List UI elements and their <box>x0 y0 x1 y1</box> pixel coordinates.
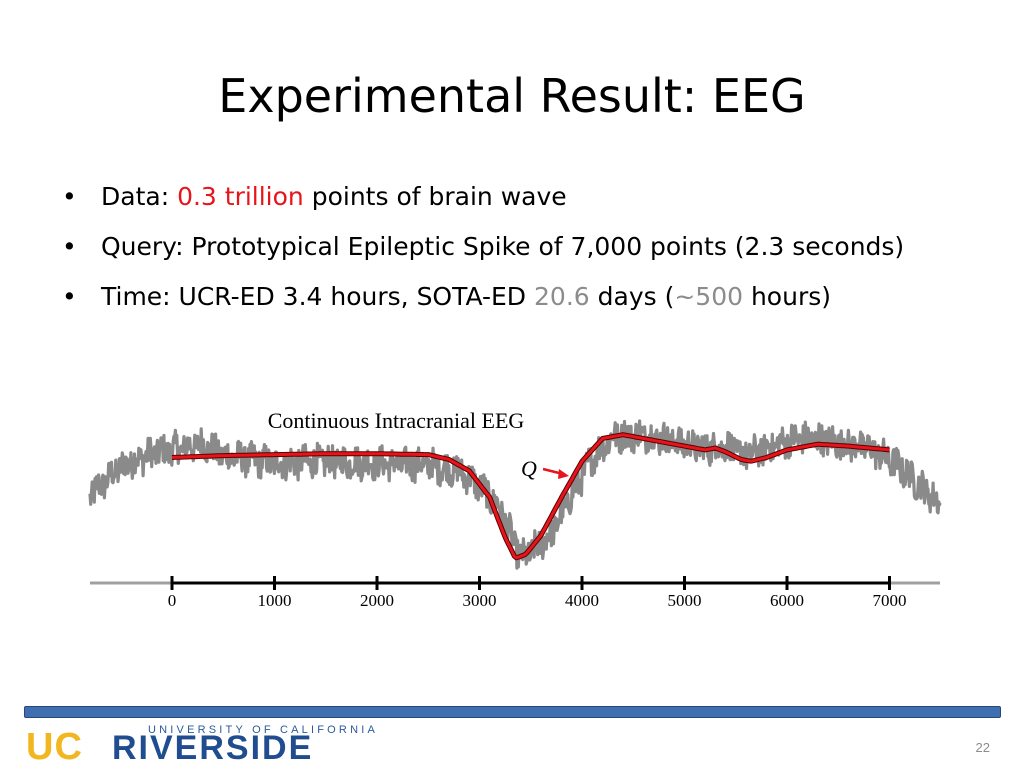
bullet-marker: • <box>62 182 77 211</box>
query-arrow <box>542 467 569 479</box>
query-line <box>171 433 890 560</box>
bullet-time-days: days ( <box>589 282 675 311</box>
bullet-marker: • <box>62 232 77 261</box>
query-label: Q <box>521 456 537 481</box>
bullet-data: • Data: 0.3 trillion points of brain wav… <box>62 178 1012 228</box>
sota-hours-highlight: ~500 <box>674 282 744 311</box>
x-tick-label: 6000 <box>770 591 804 610</box>
chart-title: Continuous Intracranial EEG <box>268 408 525 433</box>
slide-title: Experimental Result: EEG <box>218 69 806 123</box>
logo-university-line: UNIVERSITY OF CALIFORNIA <box>148 724 379 736</box>
x-tick-label: 7000 <box>873 591 907 610</box>
x-tick-label: 4000 <box>565 591 599 610</box>
bullet-time-rest: hours) <box>743 282 832 311</box>
logo-riverside: RIVERSIDE <box>112 729 314 767</box>
x-tick-label: 5000 <box>668 591 702 610</box>
bullet-list: • Data: 0.3 trillion points of brain wav… <box>62 178 1012 328</box>
bullet-query: • Query: Prototypical Epileptic Spike of… <box>62 228 1012 278</box>
bullet-time-label: Time: UCR-ED 3.4 hours, SOTA-ED <box>101 282 535 311</box>
bullet-data-label: Data: <box>101 182 178 211</box>
eeg-signal-layer <box>88 419 942 570</box>
query-layer <box>171 432 890 561</box>
sota-days-highlight: 20.6 <box>534 282 590 311</box>
logo-uc: UC <box>26 726 83 768</box>
x-tick-label: 0 <box>168 591 177 610</box>
eeg-chart: Continuous Intracranial EEG Q 0 1000 2000 3… <box>88 408 942 610</box>
x-tick-label: 1000 <box>258 591 292 610</box>
bullet-query-text: Query: Prototypical Epileptic Spike of 7… <box>101 232 905 261</box>
bullet-time: • Time: UCR-ED 3.4 hours, SOTA-ED 20.6 d… <box>62 278 1012 328</box>
ucr-logo: UC UNIVERSITY OF CALIFORNIA RIVERSIDE <box>26 724 406 768</box>
eeg-signal-line <box>88 419 942 570</box>
footer-bar <box>24 706 1001 718</box>
data-amount-highlight: 0.3 trillion <box>177 182 304 211</box>
x-axis-ticks: 0 1000 2000 3000 4000 5000 6000 7000 <box>168 576 907 610</box>
bullet-data-rest: points of brain wave <box>303 182 567 211</box>
x-tick-label: 3000 <box>463 591 497 610</box>
bullet-marker: • <box>62 282 77 311</box>
page-number: 22 <box>975 740 990 755</box>
x-tick-label: 2000 <box>360 591 394 610</box>
